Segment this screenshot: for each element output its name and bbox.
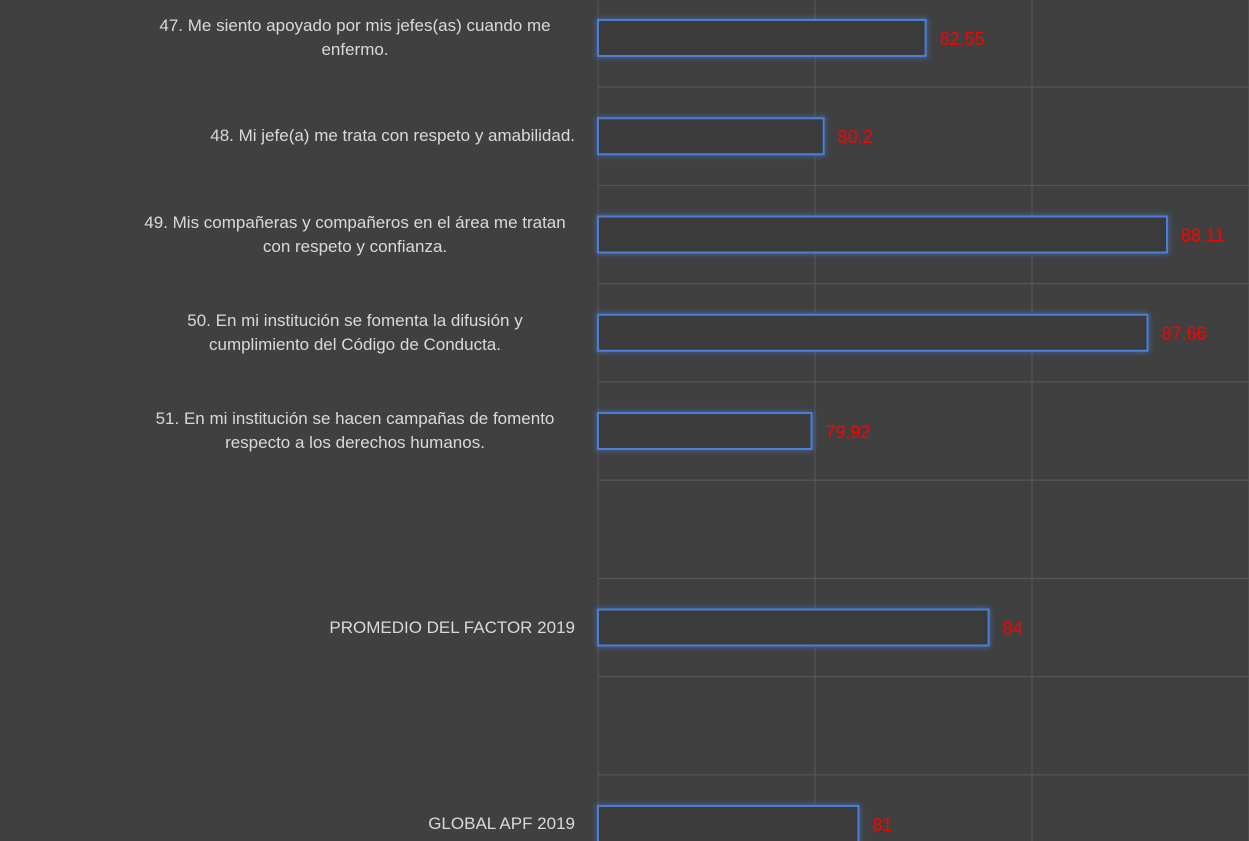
- value-label: 79.92: [826, 422, 871, 442]
- category-label: 47. Me siento apoyado por mis jefes(as) …: [159, 16, 551, 59]
- value-label: 82.55: [940, 29, 985, 49]
- category-label: 49. Mis compañeras y compañeros en el ár…: [144, 212, 566, 256]
- category-label: GLOBAL APF 2019: [428, 814, 575, 833]
- value-label: 88.11: [1181, 225, 1225, 245]
- category-label: 50. En mi institución se fomenta la difu…: [187, 310, 523, 354]
- bar: [597, 19, 927, 57]
- value-label: 81: [872, 815, 892, 835]
- bar: [597, 608, 990, 647]
- bar: [597, 117, 825, 156]
- bar: [597, 412, 813, 450]
- value-label: 80.2: [838, 127, 873, 147]
- category-label: PROMEDIO DEL FACTOR 2019: [329, 617, 575, 637]
- value-label: 87.66: [1161, 324, 1206, 344]
- category-label: 51. En mi institución se hacen campañas …: [155, 409, 555, 452]
- bar: [597, 215, 1168, 254]
- value-label: 84: [1003, 618, 1023, 638]
- category-label: 48. Mi jefe(a) me trata con respeto y am…: [210, 126, 575, 146]
- bar: [597, 313, 1149, 352]
- bar: [597, 805, 860, 841]
